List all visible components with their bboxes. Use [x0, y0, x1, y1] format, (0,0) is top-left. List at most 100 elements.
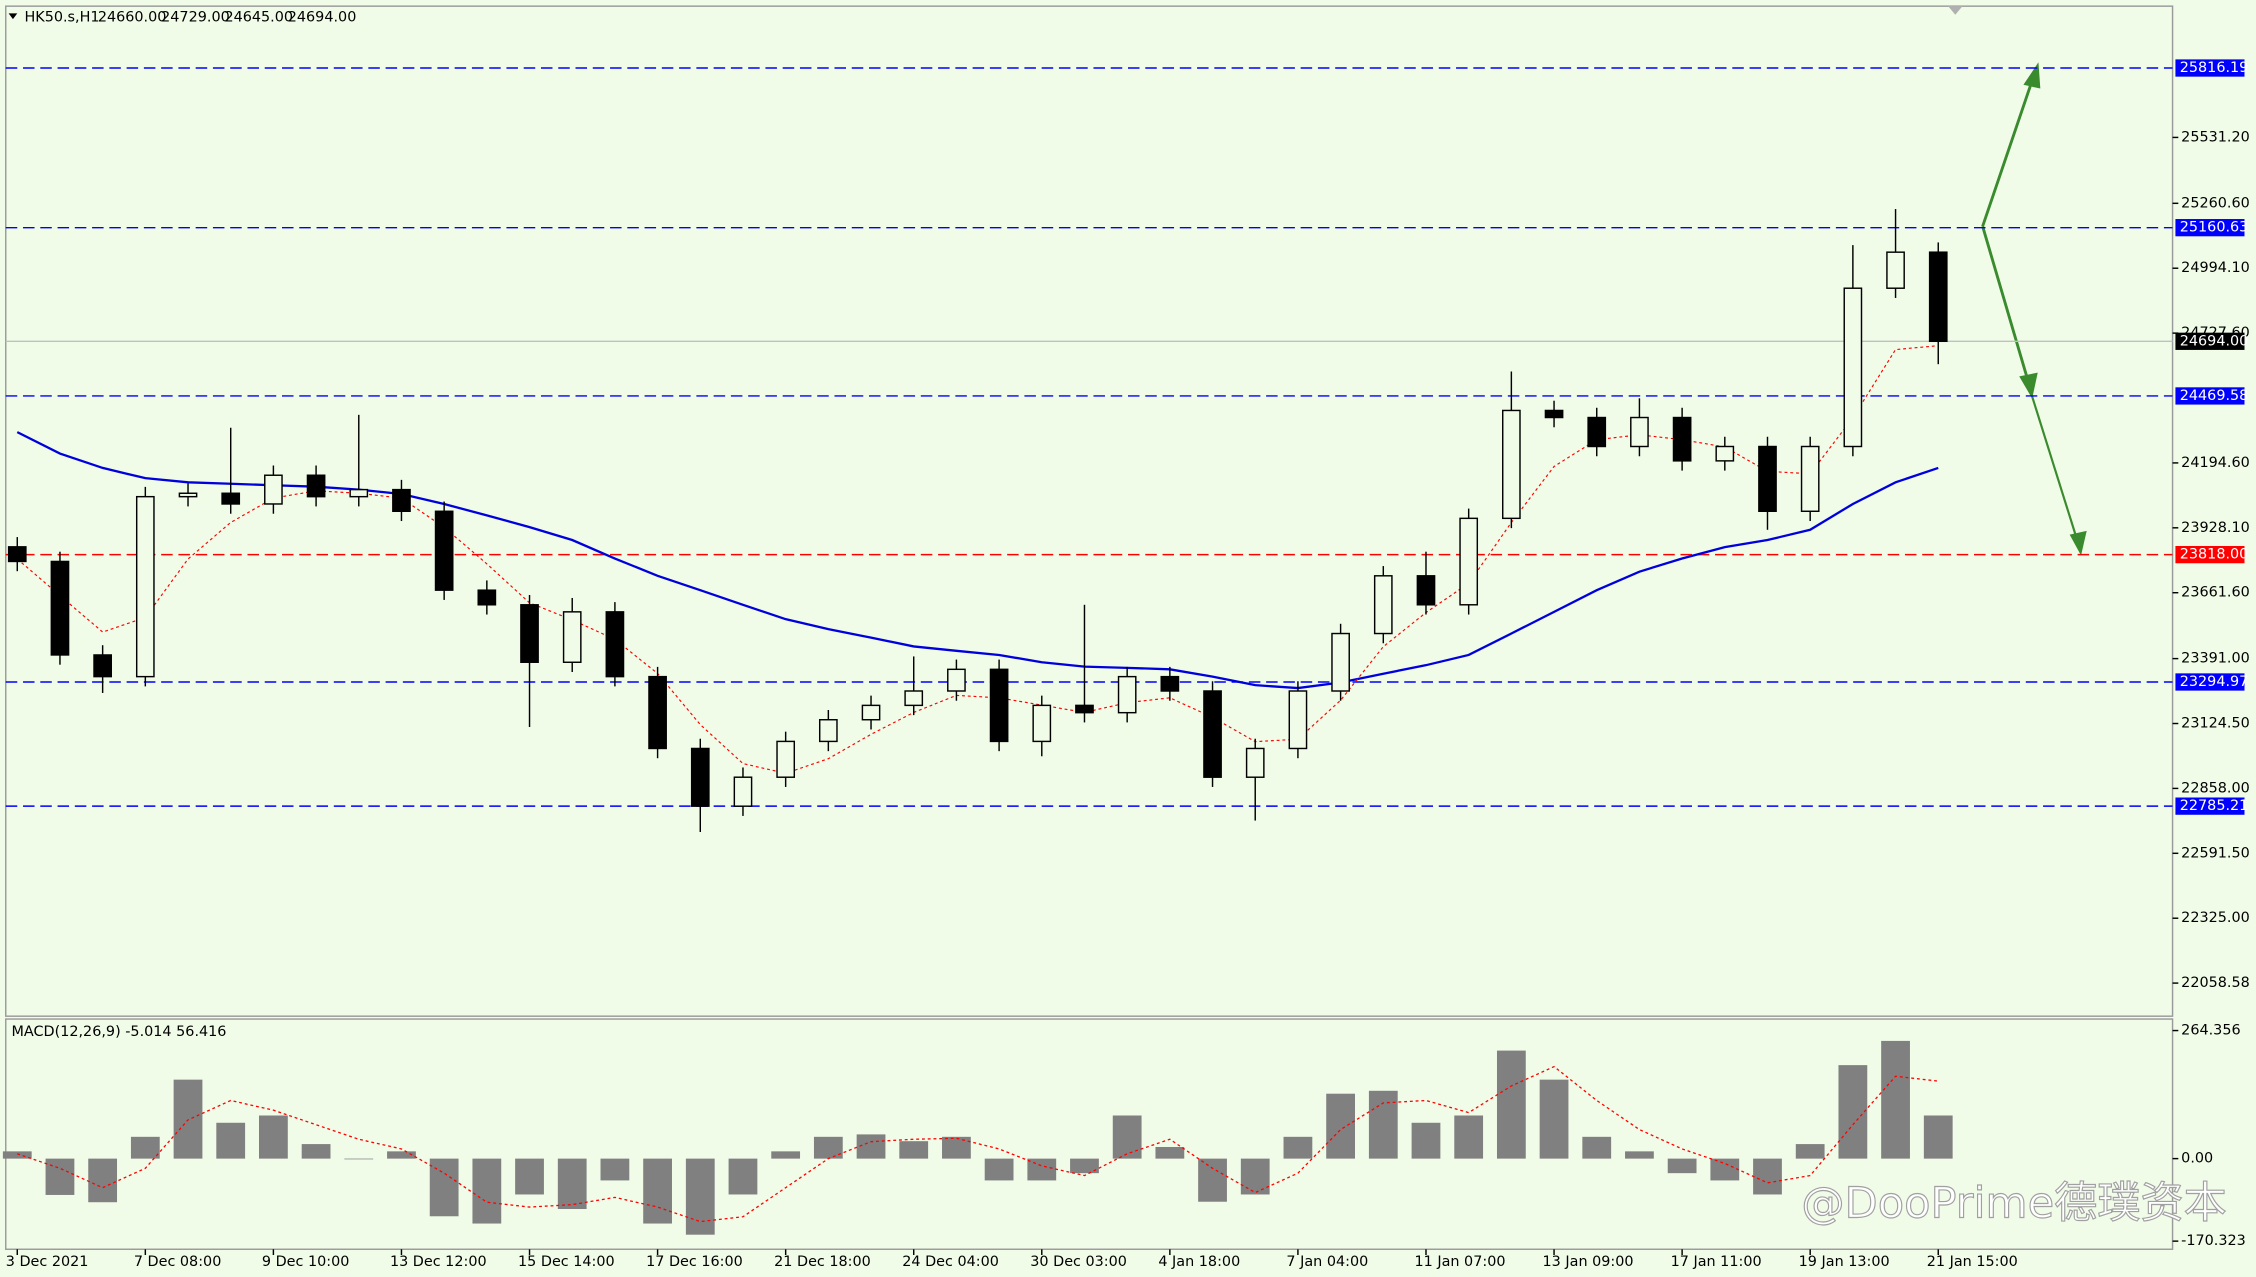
- candle-body: [221, 492, 241, 505]
- candle-body: [562, 611, 582, 663]
- candle-body: [947, 668, 966, 692]
- y-tick-label: 23391.00: [2181, 651, 2250, 667]
- x-tick-label: 30 Dec 03:00: [1030, 1254, 1127, 1270]
- x-tick-label: 24 Dec 04:00: [902, 1254, 999, 1270]
- x-tick-label: 9 Dec 10:00: [262, 1254, 350, 1270]
- candle-body: [1245, 747, 1265, 778]
- macd-bar: [88, 1158, 118, 1203]
- macd-bar: [1112, 1115, 1142, 1159]
- candle-body: [1288, 690, 1308, 750]
- level-label-box: [2175, 797, 2245, 815]
- main-panel: [5, 5, 2174, 1017]
- level-label: 24469.58: [2180, 388, 2249, 404]
- y-tick-label: 22058.58: [2181, 975, 2250, 991]
- y-tick-label: -170.323: [2181, 1233, 2246, 1249]
- x-tick-label: 13 Jan 09:00: [1543, 1254, 1634, 1270]
- macd-bar: [557, 1158, 587, 1210]
- macd-bar: [515, 1158, 544, 1195]
- candle-body: [690, 747, 710, 807]
- macd-bar: [1070, 1158, 1099, 1174]
- candle-body: [605, 611, 625, 678]
- candle-body: [1544, 409, 1564, 419]
- x-tick-label: 21 Jan 15:00: [1927, 1254, 2018, 1270]
- candle-body: [477, 589, 497, 606]
- quote-value: 24645.00: [224, 10, 293, 26]
- level-label: 25160.63: [2180, 220, 2249, 236]
- moving-average: [16, 345, 1939, 774]
- macd-bar: [899, 1141, 929, 1159]
- symbol: HK50.s,H1: [24, 10, 99, 26]
- macd-bar: [2, 1151, 32, 1159]
- candle-body: [1075, 704, 1094, 714]
- candle-body: [1800, 445, 1820, 512]
- candle-body: [7, 546, 27, 563]
- x-tick-label: 11 Jan 07:00: [1414, 1254, 1505, 1270]
- candle-body: [50, 560, 70, 656]
- macd-bar: [856, 1134, 886, 1159]
- macd-bar: [173, 1079, 203, 1159]
- candle-body: [776, 740, 796, 778]
- y-tick-label: 25531.20: [2181, 129, 2250, 145]
- macd-bar: [1539, 1079, 1569, 1159]
- macd-bar: [472, 1158, 502, 1224]
- y-tick-label: 22325.00: [2181, 910, 2250, 926]
- candle-body: [93, 654, 112, 678]
- candle-body: [904, 690, 924, 707]
- candle-body: [1672, 416, 1692, 462]
- arrow-head: [2069, 530, 2087, 556]
- arrow-head: [2019, 372, 2038, 399]
- macd-bar: [1283, 1136, 1313, 1159]
- macd-bar: [1027, 1158, 1057, 1181]
- candle-body: [1886, 251, 1905, 289]
- candle-body: [989, 668, 1009, 743]
- level-label: 23818.00: [2180, 547, 2249, 563]
- level-label-box: [2175, 387, 2245, 405]
- collapse-icon[interactable]: [8, 13, 18, 20]
- candle-body: [818, 719, 838, 743]
- macd-bar: [1198, 1158, 1227, 1202]
- level-label-box: [2175, 545, 2245, 564]
- x-tick-label: 19 Jan 13:00: [1799, 1254, 1890, 1270]
- macd-bar: [685, 1158, 715, 1235]
- macd-bar: [1496, 1050, 1526, 1159]
- macd-bar: [1411, 1122, 1441, 1159]
- macd-bar: [301, 1144, 331, 1159]
- candle-body: [178, 492, 198, 498]
- macd-bar: [771, 1151, 801, 1159]
- candle-body: [306, 474, 326, 498]
- candle-body: [861, 704, 881, 721]
- macd-bar: [1667, 1158, 1697, 1174]
- last-price-label: 24694.00: [2180, 333, 2249, 349]
- y-tick-label: 264.356: [2181, 1023, 2240, 1039]
- macd-bar: [216, 1122, 246, 1159]
- arrow: [2030, 394, 2079, 542]
- candle-body: [1203, 690, 1222, 778]
- macd-bar: [1454, 1115, 1484, 1159]
- x-tick-label: 13 Dec 12:00: [390, 1254, 487, 1270]
- candle-body: [1160, 675, 1180, 692]
- level-label: 22785.21: [2180, 798, 2249, 814]
- candle-body: [1715, 445, 1735, 462]
- y-tick-label: 22591.50: [2181, 845, 2250, 861]
- macd-title: MACD(12,26,9) -5.014 56.416: [12, 1024, 227, 1040]
- level-label: 25816.19: [2180, 60, 2249, 76]
- macd-bar: [1838, 1065, 1868, 1159]
- quote-value: 24694.00: [288, 10, 357, 26]
- y-tick-label: 23928.10: [2181, 520, 2250, 536]
- candle-body: [1928, 251, 1948, 343]
- quote-value: 24729.00: [161, 10, 230, 26]
- candle-body: [1117, 675, 1137, 714]
- candle-body: [1416, 575, 1436, 606]
- macd-bar: [45, 1158, 75, 1195]
- level-label: 23294.97: [2180, 674, 2249, 690]
- macd-bar: [1625, 1151, 1654, 1159]
- y-tick-label: 24994.10: [2181, 260, 2250, 276]
- candle-body: [434, 510, 454, 591]
- candle-body: [349, 488, 369, 498]
- x-tick-label: 3 Dec 2021: [6, 1254, 89, 1270]
- candle-body: [1459, 517, 1479, 606]
- y-tick-label: 23661.60: [2181, 585, 2250, 601]
